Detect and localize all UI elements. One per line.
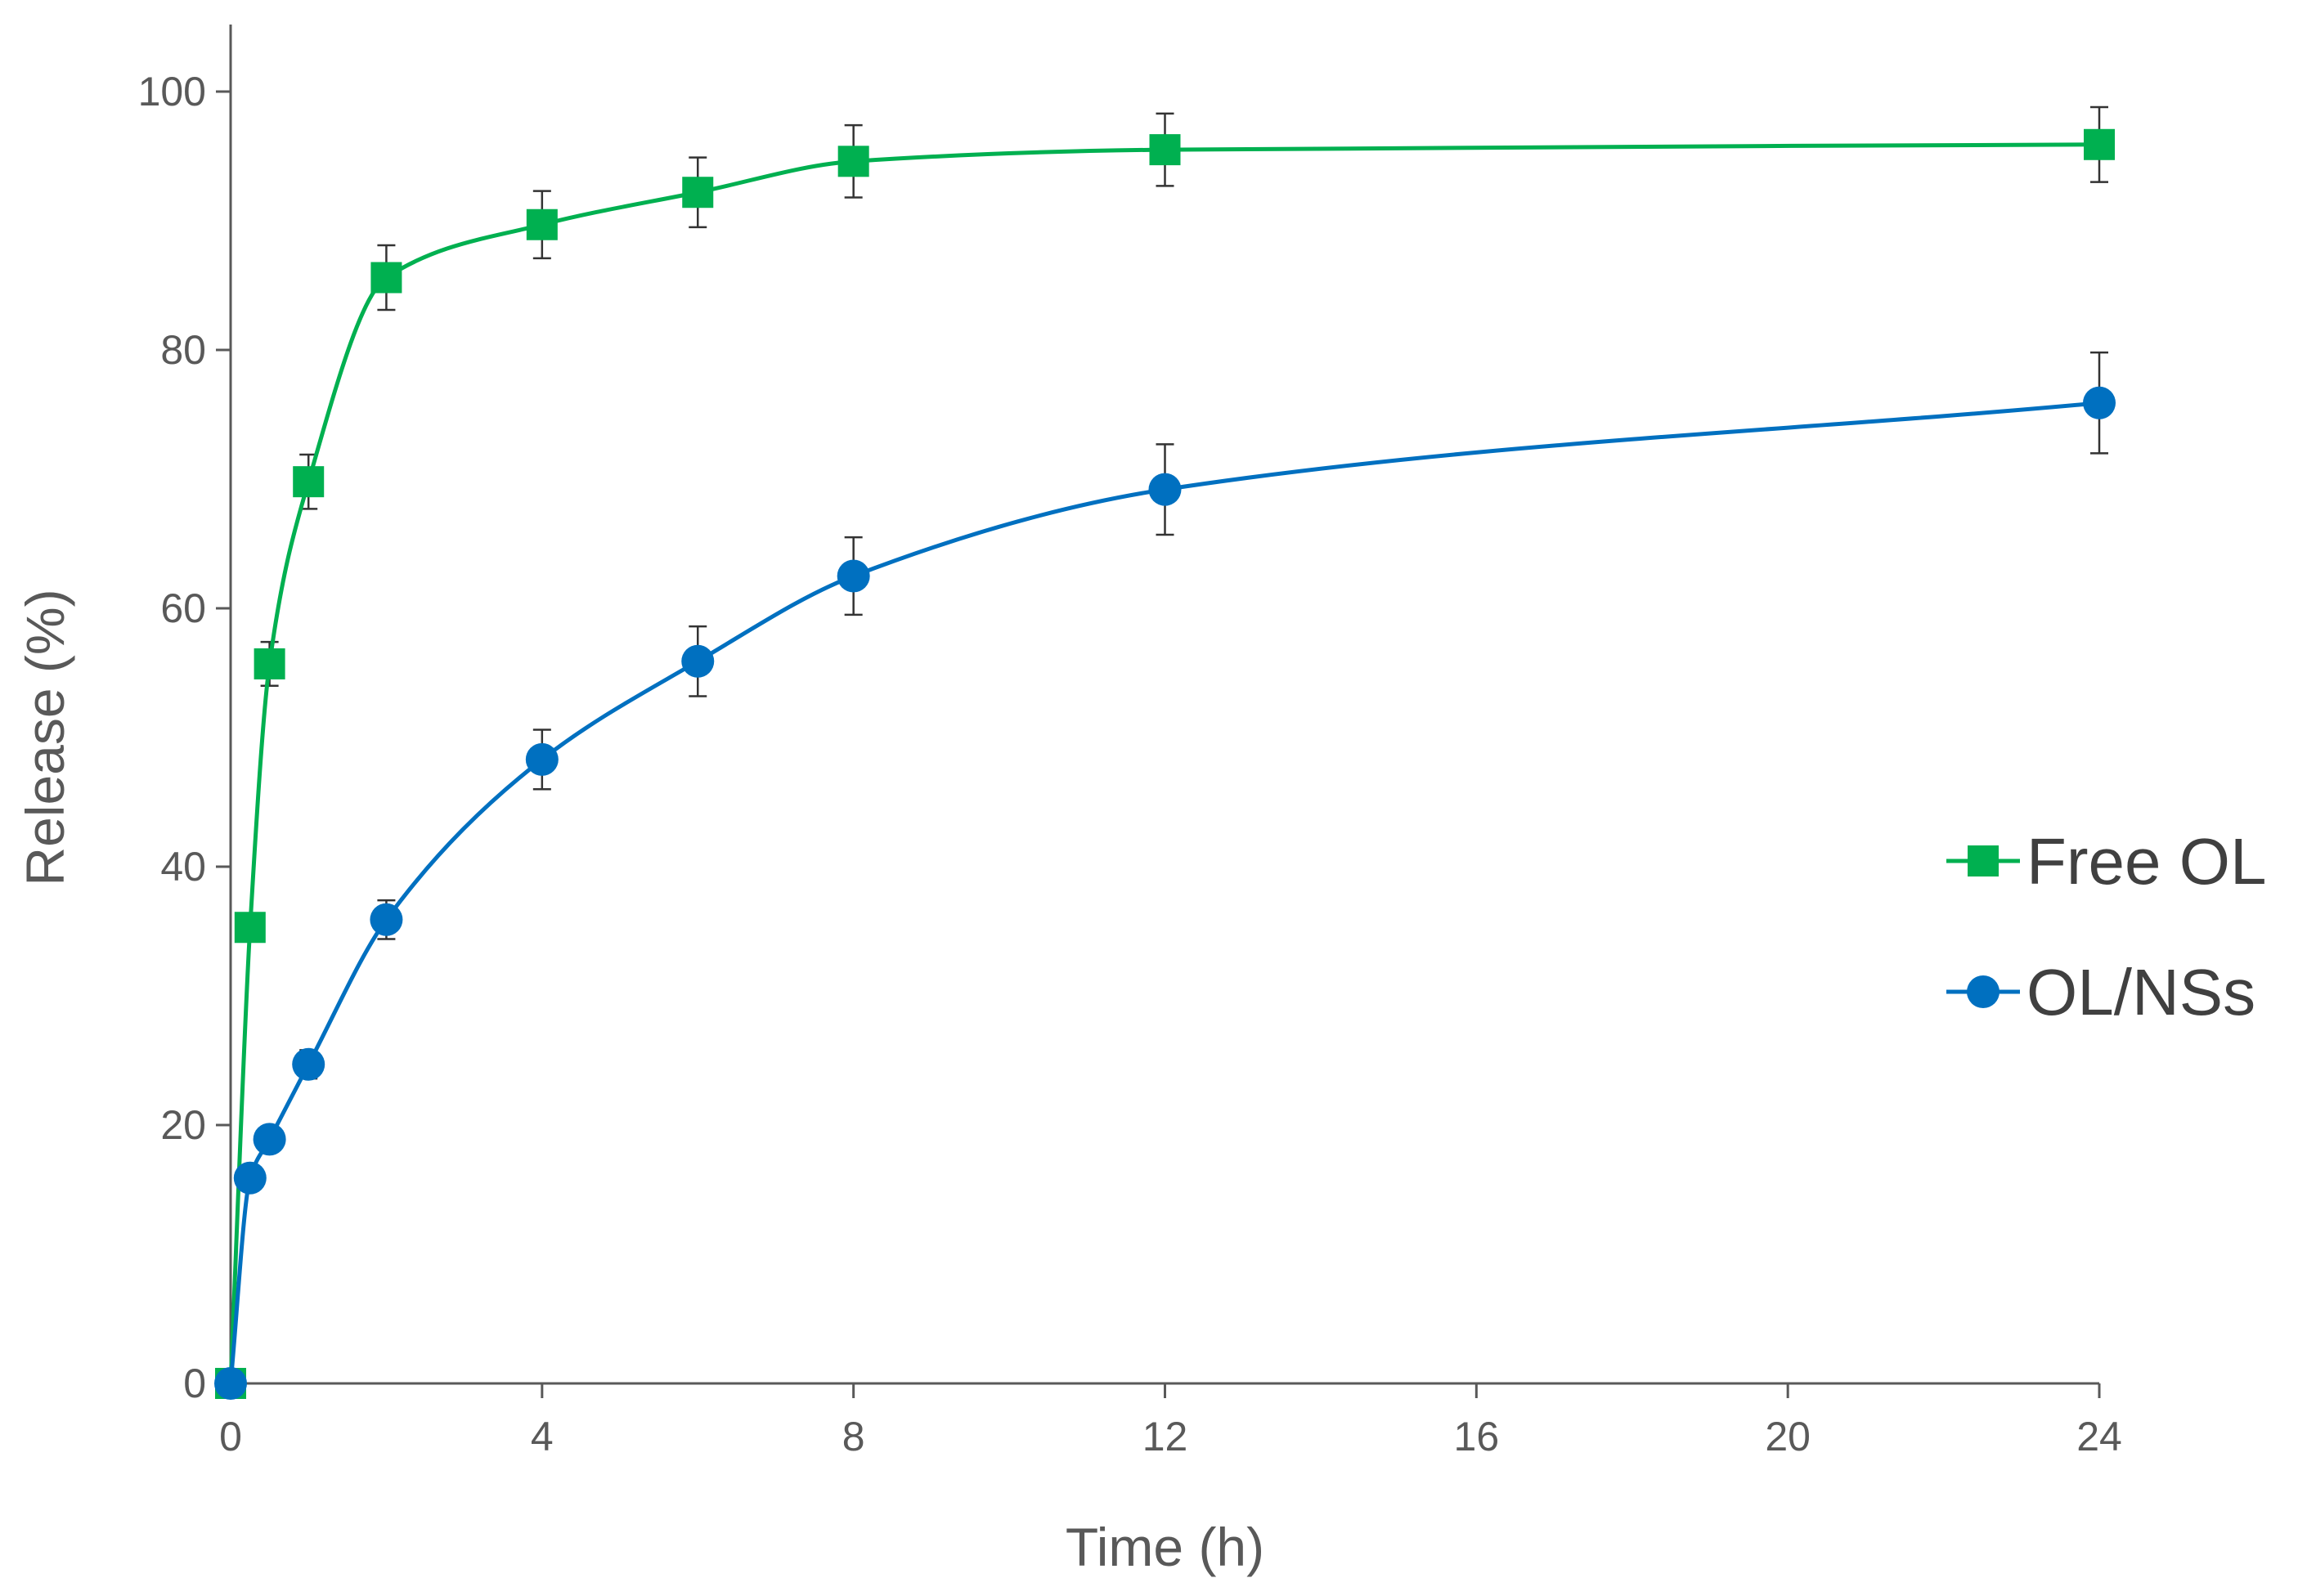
data-point-ol-nss xyxy=(837,559,870,593)
y-tick-label: 100 xyxy=(138,69,206,114)
data-point-free-ol xyxy=(2084,128,2115,160)
axes: 0 20 40 60 80 100 0 4 8 12 16 20 24 xyxy=(138,25,2122,1459)
data-point-ol-nss xyxy=(292,1047,325,1081)
x-tick-label: 12 xyxy=(1142,1414,1188,1459)
data-point-ol-nss xyxy=(214,1367,247,1400)
legend: Free OL OL/NSs xyxy=(1946,825,2266,1029)
y-tick-label: 40 xyxy=(160,844,206,890)
data-point-ol-nss xyxy=(525,742,559,776)
y-tick-label: 20 xyxy=(160,1102,206,1148)
legend-label-free-ol: Free OL xyxy=(2026,825,2266,898)
series-markers xyxy=(214,128,2116,1400)
data-point-ol-nss xyxy=(253,1123,286,1156)
data-point-free-ol xyxy=(254,648,285,679)
legend-marker-ol-nss xyxy=(1967,975,2000,1008)
x-axis-title: Time (h) xyxy=(1066,1517,1264,1577)
data-point-free-ol xyxy=(370,262,402,294)
data-point-ol-nss xyxy=(233,1161,267,1195)
data-point-ol-nss xyxy=(370,903,403,936)
legend-marker-free-ol xyxy=(1968,845,1999,876)
series-line-free-ol xyxy=(228,142,2100,1384)
y-axis-title: Release (%) xyxy=(15,589,75,885)
data-point-free-ol xyxy=(234,912,266,944)
data-point-free-ol xyxy=(837,146,869,177)
x-tick-label: 16 xyxy=(1454,1414,1500,1459)
x-tick-label: 24 xyxy=(2076,1414,2122,1459)
x-tick-label: 20 xyxy=(1765,1414,1811,1459)
error-bars xyxy=(260,105,2108,1080)
y-tick-label: 0 xyxy=(183,1361,206,1406)
series-line-ol-nss xyxy=(228,401,2100,1384)
x-tick-label: 8 xyxy=(842,1414,865,1459)
legend-label-ol-nss: OL/NSs xyxy=(2026,956,2255,1029)
y-tick-label: 60 xyxy=(160,585,206,631)
data-point-ol-nss xyxy=(2083,386,2116,419)
x-tick-label: 4 xyxy=(531,1414,554,1459)
data-point-free-ol xyxy=(682,177,714,208)
data-point-free-ol xyxy=(1149,134,1181,166)
series-lines xyxy=(228,142,2100,1384)
data-point-free-ol xyxy=(526,208,558,240)
y-tick-label: 80 xyxy=(160,327,206,373)
x-tick-label: 0 xyxy=(219,1414,242,1459)
data-point-ol-nss xyxy=(1148,473,1182,506)
data-point-ol-nss xyxy=(681,644,715,678)
data-point-free-ol xyxy=(293,466,325,498)
